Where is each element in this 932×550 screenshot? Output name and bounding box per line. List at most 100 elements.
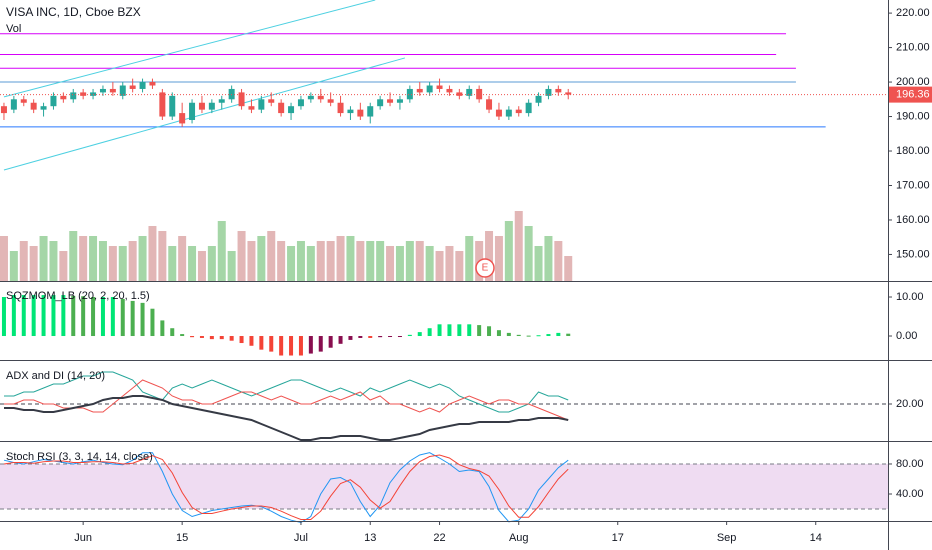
candle-body bbox=[189, 102, 196, 120]
volume-bar bbox=[277, 241, 286, 281]
volume-title: Vol bbox=[6, 23, 21, 35]
volume-bar bbox=[465, 236, 474, 281]
volume-bar bbox=[89, 236, 98, 281]
candle-body bbox=[466, 88, 473, 96]
momentum-bar bbox=[190, 336, 195, 338]
momentum-bar bbox=[150, 308, 155, 337]
candle-body bbox=[565, 92, 572, 95]
volume-bar bbox=[356, 241, 365, 281]
trend-line bbox=[3, 0, 376, 98]
volume-bar bbox=[267, 231, 276, 281]
volume-bar bbox=[376, 241, 385, 281]
volume-bar bbox=[494, 236, 503, 281]
volume-bar bbox=[227, 251, 236, 281]
volume-bar bbox=[257, 236, 266, 281]
candle-body bbox=[99, 88, 106, 93]
momentum-bar bbox=[348, 336, 353, 340]
y-tick-label: 220.00 bbox=[896, 7, 930, 19]
momentum-bar bbox=[496, 330, 501, 337]
momentum-bar bbox=[516, 334, 521, 337]
volume-bar bbox=[188, 246, 197, 281]
momentum-bar bbox=[51, 295, 56, 337]
y-tick-label: 200.00 bbox=[896, 76, 930, 88]
candle-body bbox=[377, 99, 384, 107]
momentum-bar bbox=[160, 320, 165, 337]
y-tick-label: 150.00 bbox=[896, 248, 930, 260]
candle-body bbox=[436, 85, 443, 89]
price-pane bbox=[0, 0, 826, 281]
momentum-bar bbox=[71, 295, 76, 337]
candle-body bbox=[337, 102, 344, 114]
band-fill bbox=[0, 463, 888, 509]
candle-body bbox=[159, 92, 166, 117]
indicator-line bbox=[4, 371, 569, 413]
candle-body bbox=[505, 109, 512, 117]
volume-bar bbox=[346, 236, 355, 281]
volume-bar bbox=[178, 236, 187, 281]
momentum-bar bbox=[477, 325, 482, 337]
earnings-label[interactable]: E bbox=[482, 263, 489, 274]
momentum-bar bbox=[318, 336, 323, 352]
candle-body bbox=[357, 109, 364, 117]
volume-bar bbox=[237, 231, 246, 281]
y-tick-label: 20.00 bbox=[896, 398, 924, 410]
volume-bar bbox=[108, 246, 117, 281]
volume-bar bbox=[128, 241, 137, 281]
volume-bar bbox=[9, 251, 18, 281]
momentum-bar bbox=[180, 334, 185, 337]
volume-bar bbox=[534, 246, 543, 281]
volume-bar bbox=[425, 246, 434, 281]
y-tick-label: 0.00 bbox=[896, 330, 917, 342]
volume-bar bbox=[19, 241, 28, 281]
momentum-bar bbox=[338, 336, 343, 344]
candle-body bbox=[347, 109, 354, 114]
candle-body bbox=[20, 99, 27, 103]
momentum-bar bbox=[417, 332, 422, 337]
indicator-title: SQZMOM_LB (20, 2, 20, 1.5) bbox=[6, 290, 150, 302]
momentum-bar bbox=[437, 324, 442, 337]
momentum-bar bbox=[457, 324, 462, 337]
candle-body bbox=[258, 99, 265, 110]
momentum-bar bbox=[41, 295, 46, 337]
earnings-circle[interactable] bbox=[475, 258, 495, 278]
x-tick-label: Jun bbox=[74, 532, 92, 544]
momentum-bar bbox=[239, 336, 244, 344]
momentum-bar bbox=[506, 332, 511, 337]
x-tick-label: Jul bbox=[294, 532, 308, 544]
volume-bar bbox=[207, 246, 216, 281]
volume-bar bbox=[197, 251, 206, 281]
volume-bar bbox=[306, 246, 315, 281]
candle-body bbox=[80, 92, 87, 96]
momentum-bar bbox=[427, 328, 432, 337]
candle-body bbox=[70, 92, 77, 100]
volume-bar bbox=[504, 221, 513, 281]
volume-bar bbox=[98, 241, 107, 281]
y-tick-label: 160.00 bbox=[896, 214, 930, 226]
momentum-bar bbox=[328, 336, 333, 348]
momentum-bar bbox=[407, 334, 412, 337]
candle-body bbox=[119, 85, 126, 96]
volume-bar bbox=[564, 256, 573, 281]
candle-body bbox=[476, 88, 483, 100]
volume-bar bbox=[79, 236, 88, 281]
momentum-bar bbox=[91, 297, 96, 337]
volume-bar bbox=[296, 241, 305, 281]
candle-body bbox=[545, 88, 552, 96]
volume-bar bbox=[316, 241, 325, 281]
earnings-badge[interactable]: E bbox=[475, 258, 495, 278]
candle-body bbox=[426, 85, 433, 93]
momentum-bar bbox=[556, 332, 561, 337]
momentum-bar bbox=[546, 334, 551, 337]
volume-bar bbox=[0, 236, 8, 281]
candle-body bbox=[278, 102, 285, 114]
momentum-bar bbox=[31, 295, 36, 337]
momentum-bar bbox=[358, 336, 363, 338]
momentum-bar bbox=[249, 336, 254, 346]
momentum-bar bbox=[298, 336, 303, 356]
volume-bar bbox=[485, 231, 494, 281]
volume-bar bbox=[118, 246, 127, 281]
x-tick-label: 13 bbox=[364, 532, 376, 544]
volume-bar bbox=[158, 231, 167, 281]
volume-bar bbox=[287, 246, 296, 281]
